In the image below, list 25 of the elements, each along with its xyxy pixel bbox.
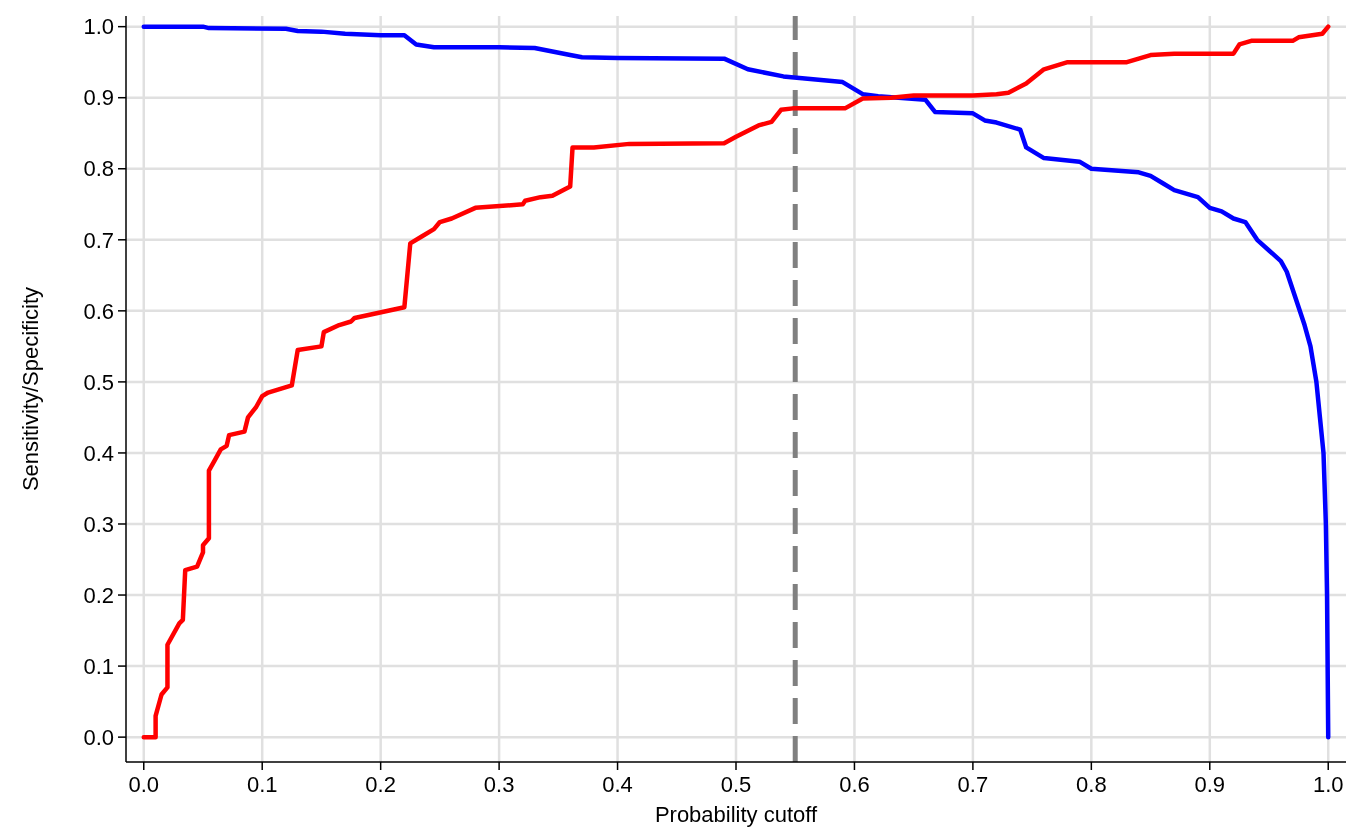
x-tick-label: 0.4 [602, 772, 633, 797]
y-tick-label: 0.3 [83, 511, 114, 537]
line-series [141, 24, 1331, 740]
y-tick-label: 0.8 [83, 156, 114, 182]
x-tick-label: 0.5 [720, 772, 752, 797]
x-tick-label: 0.3 [483, 772, 515, 797]
y-tick-label: 0.2 [83, 582, 114, 608]
y-tick-label: 0.4 [83, 440, 114, 466]
y-tick-label: 0.9 [83, 85, 114, 111]
y-axis-title: Sensitivity/Specificity [18, 286, 43, 492]
y-tick-label: 0.1 [83, 653, 114, 679]
x-tick-label: 1.0 [1312, 772, 1344, 797]
x-tick-label: 0.7 [957, 772, 989, 797]
y-tick-label: 0.6 [83, 298, 114, 324]
y-tick-label: 0.0 [83, 724, 114, 750]
x-tick-label: 0.9 [1194, 772, 1226, 797]
x-tick-label: 0.1 [246, 772, 278, 797]
y-tick-label: 0.7 [83, 227, 114, 253]
x-tick-label: 0.0 [128, 772, 160, 797]
y-tick-label: 1.0 [83, 14, 114, 40]
x-tick-label: 0.8 [1076, 772, 1107, 797]
x-tick-label: 0.6 [839, 772, 870, 797]
x-tick-label: 0.2 [365, 772, 396, 797]
x-axis-title: Probability cutoff [654, 802, 818, 827]
y-tick-label: 0.5 [83, 369, 114, 395]
